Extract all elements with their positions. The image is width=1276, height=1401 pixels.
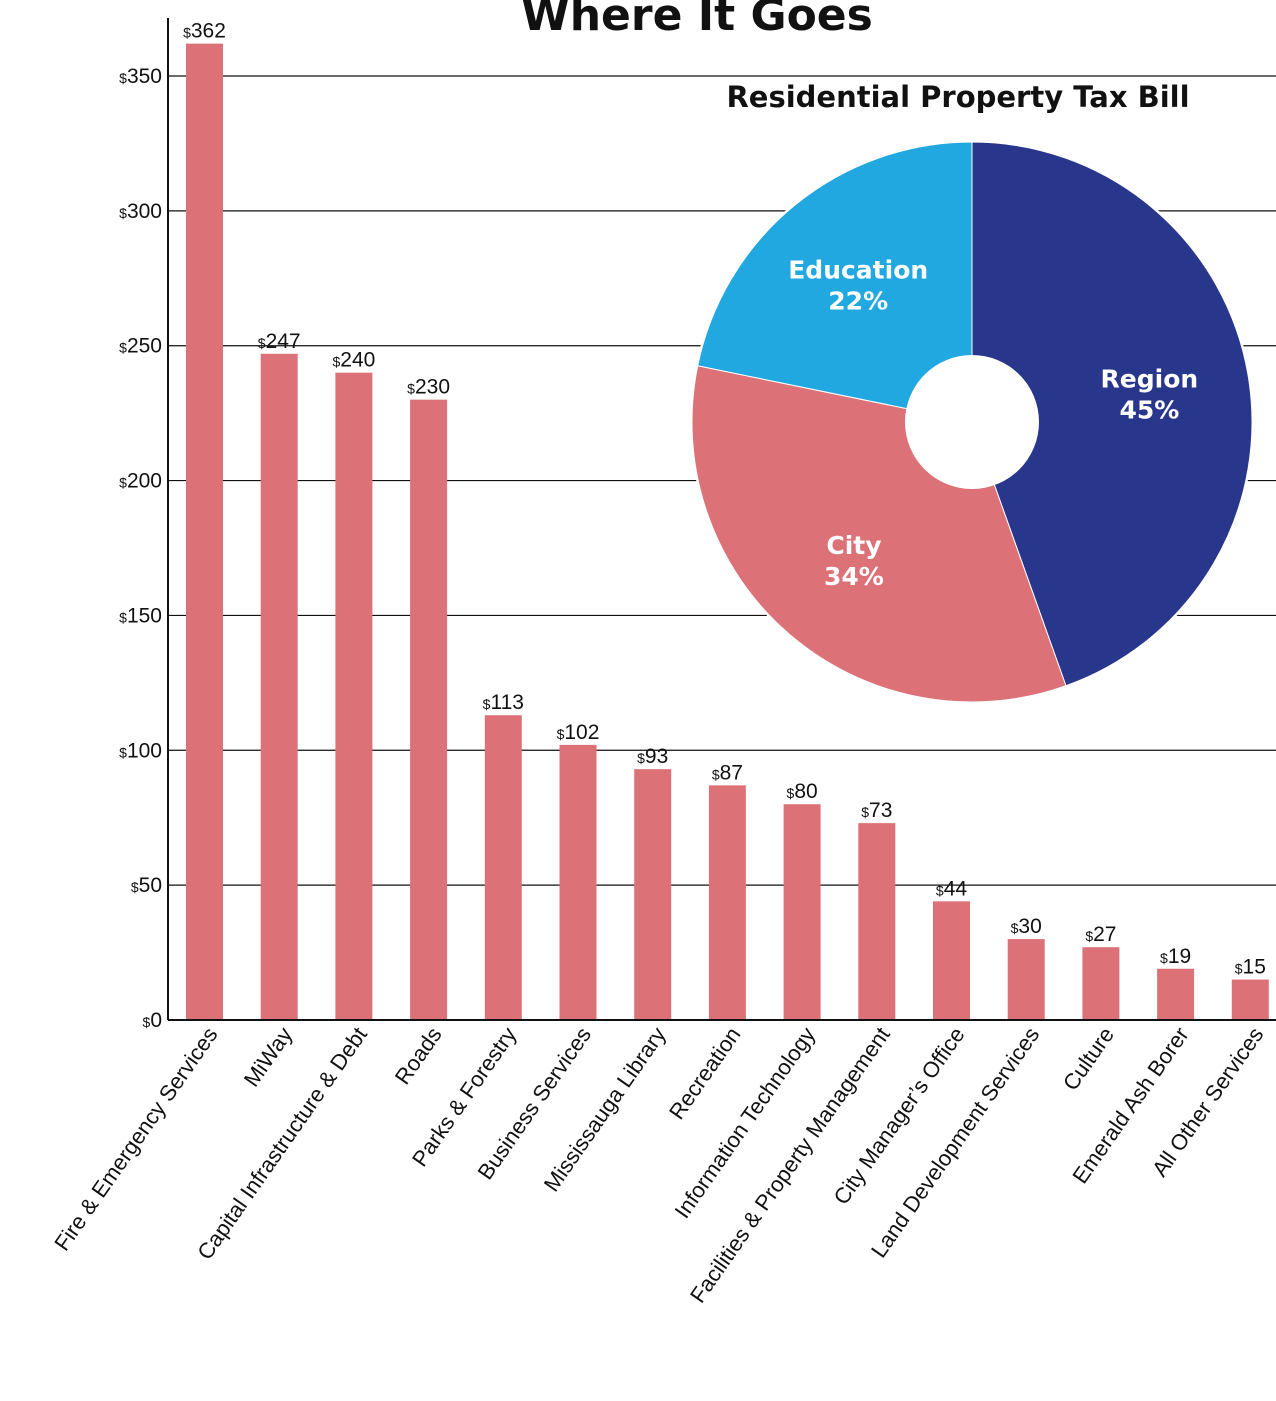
pie-slice-value: 34%: [824, 562, 884, 591]
data-label: $15: [1235, 956, 1266, 979]
data-label: $113: [483, 691, 524, 714]
pie-title: Residential Property Tax Bill: [726, 80, 1189, 114]
data-label: $87: [712, 761, 743, 784]
x-tick-label: Fire & Emergency Services: [49, 1023, 222, 1256]
bar: [559, 744, 597, 1020]
bar: [1231, 979, 1269, 1020]
pie-slice-label: Region: [1101, 364, 1199, 393]
pie-slice-label: City: [826, 531, 881, 560]
data-label: $27: [1085, 923, 1116, 946]
pie-slice-label: Education: [788, 256, 928, 285]
data-label: $44: [936, 877, 967, 900]
bars: [186, 43, 1269, 1021]
pie-slice-value: 45%: [1119, 395, 1179, 424]
y-tick-label: $0: [143, 1009, 162, 1032]
bar: [1007, 939, 1045, 1020]
bar: [708, 785, 746, 1020]
pie-slice-value: 22%: [828, 287, 888, 316]
bar: [783, 804, 821, 1020]
data-label: $102: [557, 721, 600, 744]
data-label: $80: [787, 780, 818, 803]
bar: [933, 901, 970, 1020]
data-label: $247: [258, 330, 301, 353]
y-tick-label: $100: [119, 739, 162, 762]
bar: [858, 823, 896, 1020]
x-tick-label: Culture: [1058, 1023, 1119, 1095]
chart-title: Where It Goes: [521, 0, 873, 41]
x-tick-label: Roads: [390, 1023, 447, 1089]
axes: [167, 18, 1276, 1021]
pie-slice: [697, 141, 973, 423]
bar: [484, 715, 522, 1020]
x-tick-label: Recreation: [664, 1023, 746, 1124]
y-tick-label: $200: [119, 470, 162, 493]
bar: [410, 399, 448, 1021]
bar: [186, 43, 223, 1021]
data-label: $73: [861, 799, 892, 822]
y-tick-label: $250: [119, 335, 162, 358]
donut-hole: [905, 355, 1039, 489]
data-label: $362: [183, 20, 226, 43]
data-label: $230: [407, 376, 450, 399]
y-tick-label: $50: [131, 874, 162, 897]
x-tick-label: Capital Infrastructure & Debt: [192, 1023, 372, 1265]
data-label: $19: [1160, 945, 1191, 968]
data-label: $240: [332, 349, 375, 372]
bar: [260, 353, 298, 1020]
bar: [1082, 947, 1120, 1020]
bar: [1157, 968, 1195, 1020]
y-tick-label: $350: [119, 65, 162, 88]
bar: [634, 769, 672, 1020]
data-label: $93: [637, 745, 668, 768]
bar: [335, 372, 373, 1021]
x-tick-label: Information Technology: [669, 1023, 820, 1223]
data-label: $30: [1011, 915, 1042, 938]
x-tick-label: MiWay: [239, 1023, 298, 1092]
y-tick-label: $150: [119, 604, 162, 627]
y-tick-label: $300: [119, 200, 162, 223]
pie-slice: [971, 141, 1253, 687]
x-tick-label: City Manager’s Office: [828, 1023, 969, 1210]
